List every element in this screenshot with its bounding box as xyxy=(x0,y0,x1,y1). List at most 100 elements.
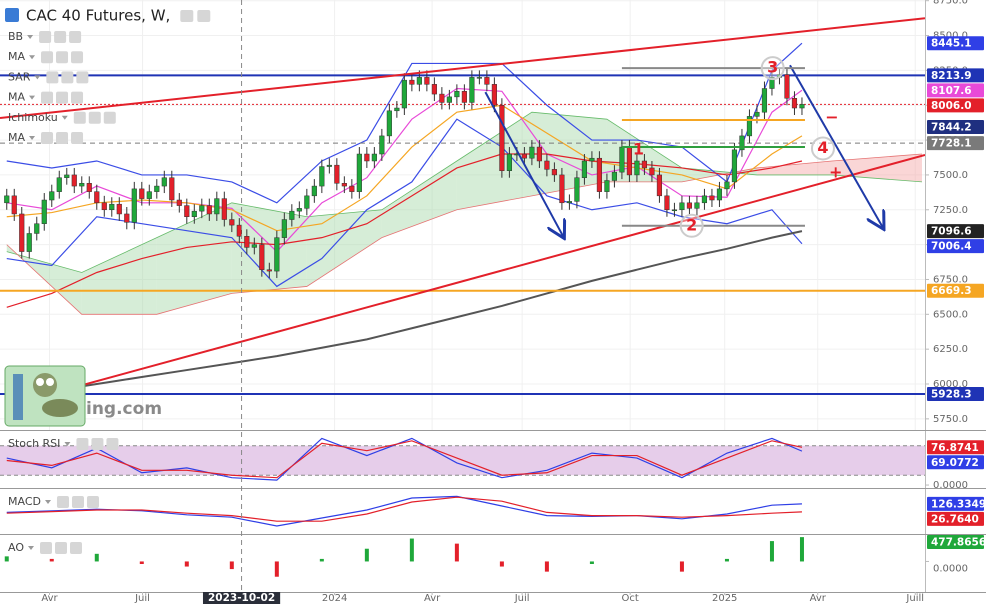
candle-body xyxy=(146,191,152,199)
histogram-bar xyxy=(769,541,774,562)
header: CAC 40 Futures, W, BB MA SAR MA Ichimoku MA xyxy=(5,7,211,144)
candle-body xyxy=(724,181,730,190)
arrow xyxy=(789,64,883,228)
candle-body xyxy=(251,244,257,248)
candle-body xyxy=(589,157,595,162)
candle-body xyxy=(491,84,497,106)
dropdown-icon xyxy=(44,500,51,504)
annotation: 3 xyxy=(767,58,778,77)
candle-body xyxy=(236,224,242,237)
price-tag xyxy=(927,83,984,98)
candle-body xyxy=(356,153,362,192)
cloud-segment xyxy=(156,202,232,315)
candle-body xyxy=(634,160,640,176)
y-tick-label: 6250.0 xyxy=(933,344,968,355)
settings-icon xyxy=(41,132,54,144)
candle-body xyxy=(446,96,452,103)
candle-body xyxy=(784,74,790,99)
candle-body xyxy=(214,198,220,215)
candle-body xyxy=(694,202,700,209)
arrow xyxy=(484,91,563,237)
candle-body xyxy=(454,91,460,98)
settings-icon xyxy=(56,51,69,64)
price-tag xyxy=(927,136,984,151)
candle-body xyxy=(19,213,25,252)
histogram-bar xyxy=(499,561,504,567)
candle-body xyxy=(424,77,430,85)
watermark: ing.com xyxy=(86,399,162,419)
candle-body xyxy=(551,169,557,176)
settings-icon xyxy=(56,496,69,508)
candle-body xyxy=(379,135,385,155)
price-tag xyxy=(927,68,984,83)
candle-body xyxy=(529,146,535,159)
logo-shape xyxy=(36,378,44,386)
crosshair-label-bg xyxy=(202,592,281,604)
candle-body xyxy=(574,177,580,202)
dropdown-icon xyxy=(61,115,68,120)
candle-body xyxy=(41,199,47,224)
candle-body xyxy=(484,77,490,85)
settings-icon xyxy=(73,111,86,124)
settings-icon xyxy=(39,31,52,43)
settings-icon xyxy=(61,71,74,84)
candle-body xyxy=(499,104,505,171)
oscillator-line xyxy=(6,440,803,479)
dropdown-icon xyxy=(28,546,34,550)
cloud-segment xyxy=(231,202,307,294)
candle-body xyxy=(401,79,407,109)
candle-body xyxy=(319,166,325,187)
settings-icon xyxy=(71,132,84,144)
indicator-label: MA xyxy=(8,50,25,63)
candle-body xyxy=(199,205,205,212)
price-tag xyxy=(927,224,984,239)
candle-body xyxy=(49,191,55,201)
candle-body xyxy=(289,210,295,220)
candle-body xyxy=(274,237,280,272)
price-tag-label: 7006.4 xyxy=(931,241,972,253)
price-tag xyxy=(927,119,984,134)
candle-body xyxy=(124,213,130,223)
cloud-segment xyxy=(756,160,832,175)
logo-shape xyxy=(42,399,78,417)
y-tick-label: 6750.0 xyxy=(933,274,968,285)
settings-icon xyxy=(106,438,119,450)
histogram-bar xyxy=(409,538,414,562)
x-tick-label: Juil xyxy=(134,593,150,604)
price-tag-label: 8445.1 xyxy=(931,38,972,50)
pane-title: Stoch RSI xyxy=(8,437,60,450)
y-tick-label: 8750.0 xyxy=(933,0,968,7)
settings-icon xyxy=(76,71,89,84)
settings-icon xyxy=(91,438,104,450)
cloud-span xyxy=(6,153,923,315)
oscillator-line xyxy=(6,496,802,522)
y-tick-label: 8500.0 xyxy=(933,31,968,42)
histogram-bar xyxy=(49,558,54,562)
dropdown-icon xyxy=(29,95,36,100)
price-tag xyxy=(927,283,984,298)
candle-body xyxy=(326,164,332,167)
candle-body xyxy=(176,199,182,206)
settings-icon xyxy=(41,91,54,104)
candle-body xyxy=(506,153,512,171)
price-tag-label: 8107.6 xyxy=(931,85,972,97)
oscillator-line xyxy=(6,437,803,481)
candle-body xyxy=(101,202,107,211)
candle-body xyxy=(304,195,310,209)
price-tag-label: 6669.3 xyxy=(931,285,972,297)
settings-icon xyxy=(69,31,82,43)
candle-body xyxy=(311,185,317,197)
histogram-bar xyxy=(94,553,99,562)
candle-body xyxy=(701,195,708,204)
candle-body xyxy=(709,195,715,201)
candle-body xyxy=(656,174,663,197)
candle-body xyxy=(394,107,400,112)
annotation-circle xyxy=(810,136,835,161)
settings-icon xyxy=(86,496,99,508)
x-tick-label: Avr xyxy=(810,593,827,604)
x-tick-label: Avr xyxy=(41,593,58,604)
price-tag xyxy=(927,496,984,511)
cloud-span xyxy=(6,111,923,273)
indicator-label: BB xyxy=(8,30,23,43)
indicator-line xyxy=(6,153,803,308)
